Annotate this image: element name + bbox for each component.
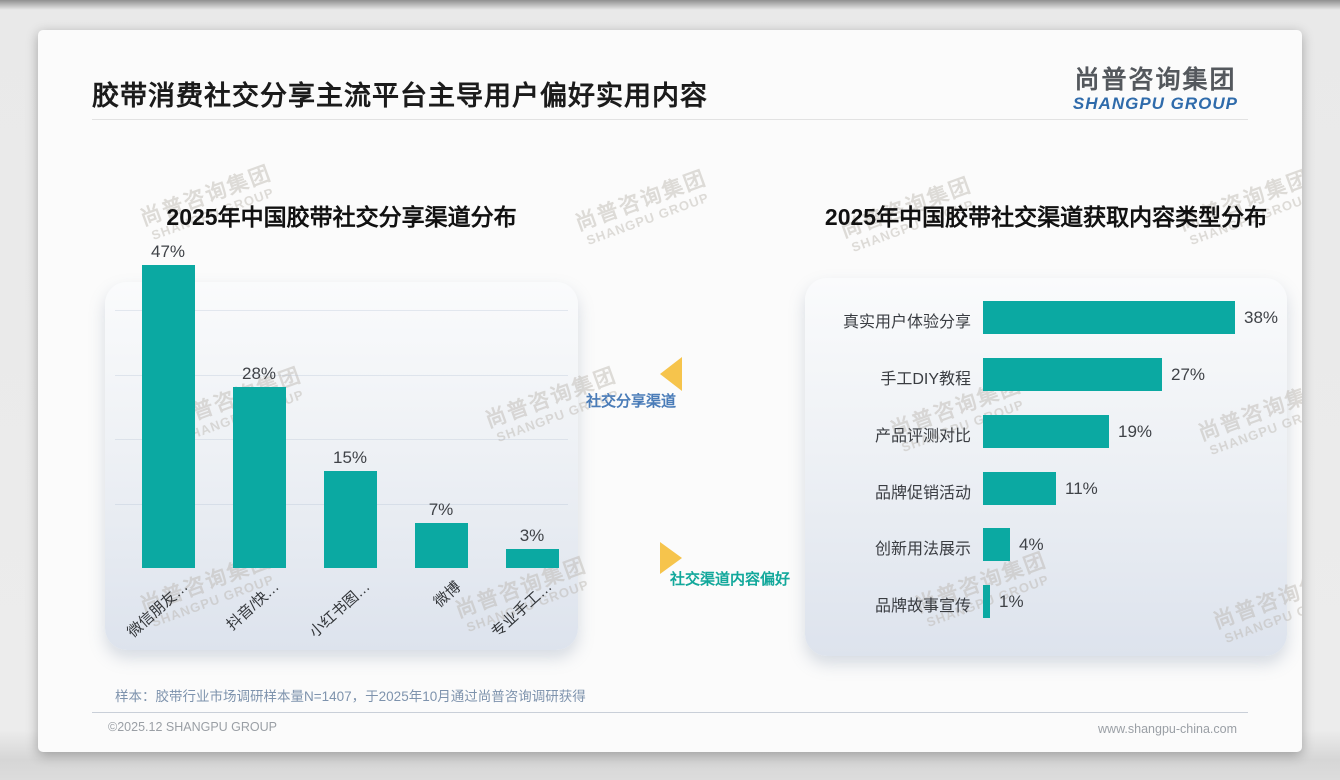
bar-value-label: 3% xyxy=(519,526,545,545)
gridline xyxy=(115,310,568,311)
left-chart-plot: 47% 微信朋友… 28% 抖音/快… 15% 小红书图… 7% 微博 3% 专业手工… xyxy=(105,242,578,650)
bar-value-label: 28% xyxy=(241,364,277,383)
bar-value-label: 19% xyxy=(1118,422,1153,441)
logo-text-en: SHANGPU GROUP xyxy=(1072,94,1238,113)
watermark-text-cn: 尚普咨询集团 xyxy=(572,166,711,236)
x-axis-label: 微信朋友… xyxy=(124,578,192,642)
annotation-content-preference: 社交渠道内容偏好 xyxy=(670,571,791,588)
bar xyxy=(983,414,1109,448)
bar xyxy=(232,387,286,568)
bar xyxy=(983,584,990,618)
x-axis-label: 小红书图… xyxy=(306,578,374,642)
category-label: 创新用法展示 xyxy=(874,541,971,558)
bar-value-label: 38% xyxy=(1244,308,1279,327)
bar-value-label: 15% xyxy=(332,448,368,467)
slide: 尚普咨询集团 SHANGPU GROUP 尚普咨询集团 SHANGPU GROUP 尚普… xyxy=(38,30,1302,752)
bar xyxy=(983,471,1056,505)
bar xyxy=(323,471,377,568)
category-label: 产品评测对比 xyxy=(874,428,971,445)
category-label: 手工DIY教程 xyxy=(880,371,971,388)
brand-logo: 尚普咨询集团 SHANGPU GROUP xyxy=(1073,66,1238,114)
bar-value-label: 27% xyxy=(1171,365,1206,384)
sample-note: 样本：胶带行业市场调研样本量N=1407，于2025年10月通过尚普咨询调研获得 xyxy=(115,689,586,704)
bar-value-label: 11% xyxy=(1065,479,1098,498)
bar xyxy=(983,300,1235,334)
gridline xyxy=(115,374,568,376)
arrow-left-icon xyxy=(660,357,682,391)
bar-value-label: 47% xyxy=(150,242,186,261)
bar-value-label: 7% xyxy=(428,500,454,519)
watermark-text-en: SHANGPU GROUP xyxy=(584,189,712,248)
arrow-right-icon xyxy=(660,542,682,574)
bar xyxy=(505,549,559,568)
right-chart-plot: 真实用户体验分享 38% 手工DIY教程 27% 产品评测对比 19% 品牌促销活动 11% 创… xyxy=(805,278,1287,656)
x-axis-label: 微博 xyxy=(430,578,465,611)
bar xyxy=(414,523,468,568)
right-chart-title: 2025年中国胶带社交渠道获取内容类型分布 xyxy=(824,204,1268,230)
left-chart-title: 2025年中国胶带社交分享渠道分布 xyxy=(166,204,517,230)
category-label: 品牌故事宣传 xyxy=(874,598,971,615)
category-label: 品牌促销活动 xyxy=(874,485,971,502)
footer-divider xyxy=(92,712,1248,713)
gridline xyxy=(115,439,568,440)
logo-text-cn: 尚普咨询集团 xyxy=(1074,66,1237,94)
bar xyxy=(141,265,195,568)
right-chart-panel xyxy=(805,278,1287,656)
category-label: 真实用户体验分享 xyxy=(842,314,971,331)
bar-value-label: 1% xyxy=(999,592,1024,611)
x-axis-label: 专业手工… xyxy=(488,578,556,642)
annotation-share-channel: 社交分享渠道 xyxy=(586,393,677,410)
bar xyxy=(983,527,1010,561)
footer-website: www.shangpu-china.com xyxy=(1098,722,1237,736)
x-axis-label: 抖音/快… xyxy=(223,578,283,634)
title-divider xyxy=(92,119,1248,120)
bar-value-label: 4% xyxy=(1019,535,1044,554)
page-title: 胶带消费社交分享主流平台主导用户偏好实用内容 xyxy=(92,81,708,111)
bar xyxy=(983,357,1162,391)
footer-copyright: ©2025.12 SHANGPU GROUP xyxy=(108,720,277,734)
